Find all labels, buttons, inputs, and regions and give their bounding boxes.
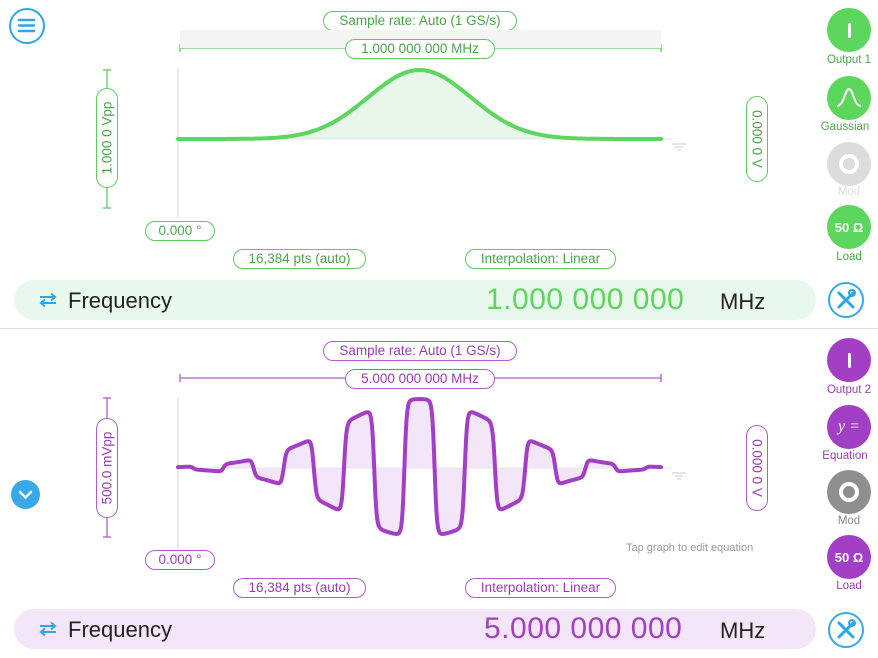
ch1-load-label: Load — [836, 251, 862, 263]
menu-icon — [17, 18, 36, 33]
ch1-sample-rate[interactable]: Sample rate: Auto (1 GS/s) — [323, 11, 517, 31]
ch1-mod-button[interactable] — [827, 142, 871, 186]
ch2-offset[interactable]: 0.000 0 V — [746, 425, 768, 511]
ch2-edit-hint: Tap graph to edit equation — [626, 542, 754, 554]
ch2-mod-button[interactable] — [827, 470, 871, 514]
mod-ring-icon — [839, 154, 859, 174]
ch2-sample-rate[interactable]: Sample rate: Auto (1 GS/s) — [323, 341, 517, 361]
ch2-load-label: Load — [836, 580, 862, 592]
ch1-amplitude[interactable]: 1.000 0 Vpp — [96, 88, 118, 188]
ch2-frequency-unit: MHz — [720, 618, 766, 643]
collapse-button[interactable] — [11, 480, 40, 509]
ch2-output-button[interactable] — [827, 338, 871, 382]
ch1-frequency-unit: MHz — [720, 289, 766, 314]
ch2-interpolation[interactable]: Interpolation: Linear — [465, 578, 616, 598]
ch2-mod-label: Mod — [837, 515, 861, 527]
ch2-points[interactable]: 16,384 pts (auto) — [233, 578, 366, 598]
ch2-frequency-label: Frequency — [68, 617, 172, 642]
ch2-waveform-label: Equation — [822, 450, 868, 462]
ch2-settings-button[interactable] — [828, 612, 864, 648]
ch1-offset[interactable]: 0.000 0 V — [746, 96, 768, 182]
ch2-frequency-value[interactable]: 5.000 000 000 — [484, 612, 683, 645]
ch1-period-frequency[interactable]: 1.000 000 000 MHz — [345, 39, 495, 59]
mod-ring-icon — [839, 482, 859, 502]
swap-arrows-icon — [39, 621, 57, 637]
ch2-amplitude[interactable]: 500.0 mVpp — [96, 418, 118, 518]
power-icon — [847, 352, 851, 368]
ch1-frequency-label: Frequency — [68, 288, 172, 313]
ch2-ground-icon — [672, 472, 686, 480]
ch1-frequency-bar[interactable]: Frequency 1.000 000 000 MHz — [14, 280, 816, 320]
ch1-output-button[interactable] — [827, 8, 871, 52]
ch1-waveform-button[interactable] — [827, 76, 871, 120]
ch1-settings-button[interactable] — [828, 282, 864, 318]
power-icon — [847, 22, 851, 38]
ch1-output-label: Output 1 — [826, 54, 872, 66]
ch1-waveform — [176, 68, 663, 141]
ch1-ground-icon — [672, 143, 686, 151]
ch2-load-value: 50 Ω — [834, 549, 864, 565]
channel-divider — [0, 328, 878, 329]
ch1-load-value: 50 Ω — [834, 219, 864, 235]
swap-arrows-icon — [39, 292, 57, 308]
ch1-waveform-fill — [178, 70, 661, 139]
ch1-mod-label: Mod — [837, 186, 861, 198]
ch2-waveform — [176, 397, 663, 536]
ch2-output-label: Output 2 — [826, 384, 872, 396]
ch2-frequency-bar[interactable]: Frequency 5.000 000 000 MHz — [14, 609, 816, 649]
wrench-screwdriver-icon — [837, 289, 856, 309]
ch2-waveform-button[interactable]: y = — [827, 405, 871, 449]
equation-icon: y = — [838, 418, 860, 435]
ch2-load-button[interactable]: 50 Ω — [827, 535, 871, 579]
ch2-waveform-fill — [178, 399, 661, 534]
ch1-interpolation[interactable]: Interpolation: Linear — [465, 249, 616, 269]
wrench-screwdriver-icon — [837, 619, 856, 639]
ch1-load-button[interactable]: 50 Ω — [827, 205, 871, 249]
chevron-down-icon — [18, 490, 33, 500]
ch1-waveform-label: Gaussian — [820, 121, 870, 133]
ch1-phase[interactable]: 0.000 ° — [145, 221, 215, 241]
menu-button[interactable] — [9, 8, 45, 44]
ch1-frequency-value[interactable]: 1.000 000 000 — [486, 283, 685, 316]
ch2-period-frequency[interactable]: 5.000 000 000 MHz — [345, 369, 495, 389]
ch1-points[interactable]: 16,384 pts (auto) — [233, 249, 366, 269]
gaussian-icon — [836, 87, 862, 107]
ch2-phase[interactable]: 0.000 ° — [145, 550, 215, 570]
